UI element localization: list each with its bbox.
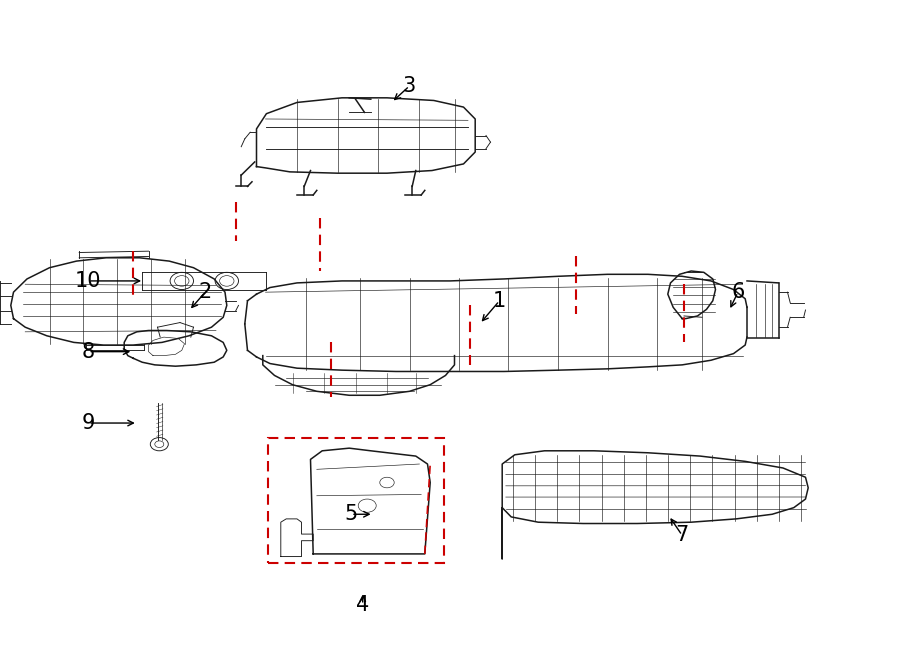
Text: 5: 5 [345, 504, 357, 524]
Text: 7: 7 [676, 525, 688, 545]
Text: 4: 4 [356, 595, 369, 615]
Text: 1: 1 [493, 291, 506, 311]
Text: 3: 3 [403, 76, 416, 96]
Text: 8: 8 [82, 342, 94, 362]
Bar [268, 438, 444, 563]
Text: 9: 9 [82, 413, 94, 433]
Text: 6: 6 [732, 282, 744, 302]
Text: 10: 10 [75, 271, 102, 291]
Text: 2: 2 [199, 282, 212, 302]
